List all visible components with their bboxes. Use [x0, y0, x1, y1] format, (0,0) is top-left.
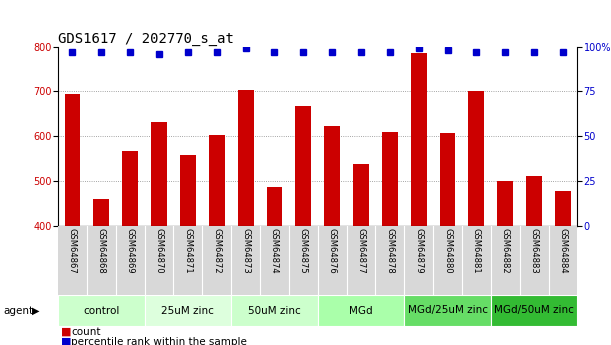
Bar — [318, 295, 404, 326]
Text: GSM64882: GSM64882 — [501, 228, 510, 274]
Text: GSM64870: GSM64870 — [155, 228, 164, 274]
Text: GSM64878: GSM64878 — [386, 228, 394, 274]
Bar — [526, 176, 542, 226]
Bar — [324, 126, 340, 226]
Text: GSM64868: GSM64868 — [97, 228, 106, 274]
Text: ▶: ▶ — [32, 306, 39, 315]
Bar — [209, 135, 225, 226]
Bar — [491, 295, 577, 326]
Bar — [404, 295, 491, 326]
Text: GSM64883: GSM64883 — [530, 228, 539, 274]
Text: percentile rank within the sample: percentile rank within the sample — [71, 337, 247, 345]
Bar — [353, 164, 369, 226]
Text: GSM64873: GSM64873 — [241, 228, 250, 274]
Text: ■: ■ — [61, 327, 71, 337]
Text: GSM64877: GSM64877 — [356, 228, 365, 274]
Text: GSM64867: GSM64867 — [68, 228, 77, 274]
Bar — [411, 53, 426, 226]
Text: GSM64884: GSM64884 — [558, 228, 568, 274]
Bar — [180, 155, 196, 226]
Text: GSM64875: GSM64875 — [299, 228, 308, 274]
Text: 25uM zinc: 25uM zinc — [161, 306, 214, 315]
Bar — [295, 106, 311, 226]
Bar — [58, 295, 145, 326]
Text: GDS1617 / 202770_s_at: GDS1617 / 202770_s_at — [58, 31, 234, 46]
Bar — [497, 181, 513, 226]
Text: GSM64880: GSM64880 — [443, 228, 452, 274]
Text: MGd: MGd — [349, 306, 373, 315]
Text: GSM64874: GSM64874 — [270, 228, 279, 274]
Bar — [266, 187, 282, 226]
Bar — [151, 122, 167, 226]
Bar — [555, 191, 571, 226]
Bar — [93, 199, 109, 226]
Text: MGd/50uM zinc: MGd/50uM zinc — [494, 306, 574, 315]
Text: MGd/25uM zinc: MGd/25uM zinc — [408, 306, 488, 315]
Text: GSM64876: GSM64876 — [327, 228, 337, 274]
Text: GSM64872: GSM64872 — [212, 228, 221, 274]
Text: agent: agent — [3, 306, 33, 315]
Text: control: control — [83, 306, 120, 315]
Bar — [145, 295, 231, 326]
Bar — [65, 93, 81, 226]
Bar — [469, 91, 485, 226]
Text: GSM64869: GSM64869 — [126, 228, 134, 274]
Bar — [231, 295, 318, 326]
Text: 50uM zinc: 50uM zinc — [248, 306, 301, 315]
Text: ■: ■ — [61, 337, 71, 345]
Bar — [440, 133, 455, 226]
Text: GSM64881: GSM64881 — [472, 228, 481, 274]
Bar — [122, 151, 138, 226]
Text: count: count — [71, 327, 101, 337]
Bar — [382, 132, 398, 226]
Bar — [238, 90, 254, 226]
Text: GSM64871: GSM64871 — [183, 228, 192, 274]
Text: GSM64879: GSM64879 — [414, 228, 423, 274]
